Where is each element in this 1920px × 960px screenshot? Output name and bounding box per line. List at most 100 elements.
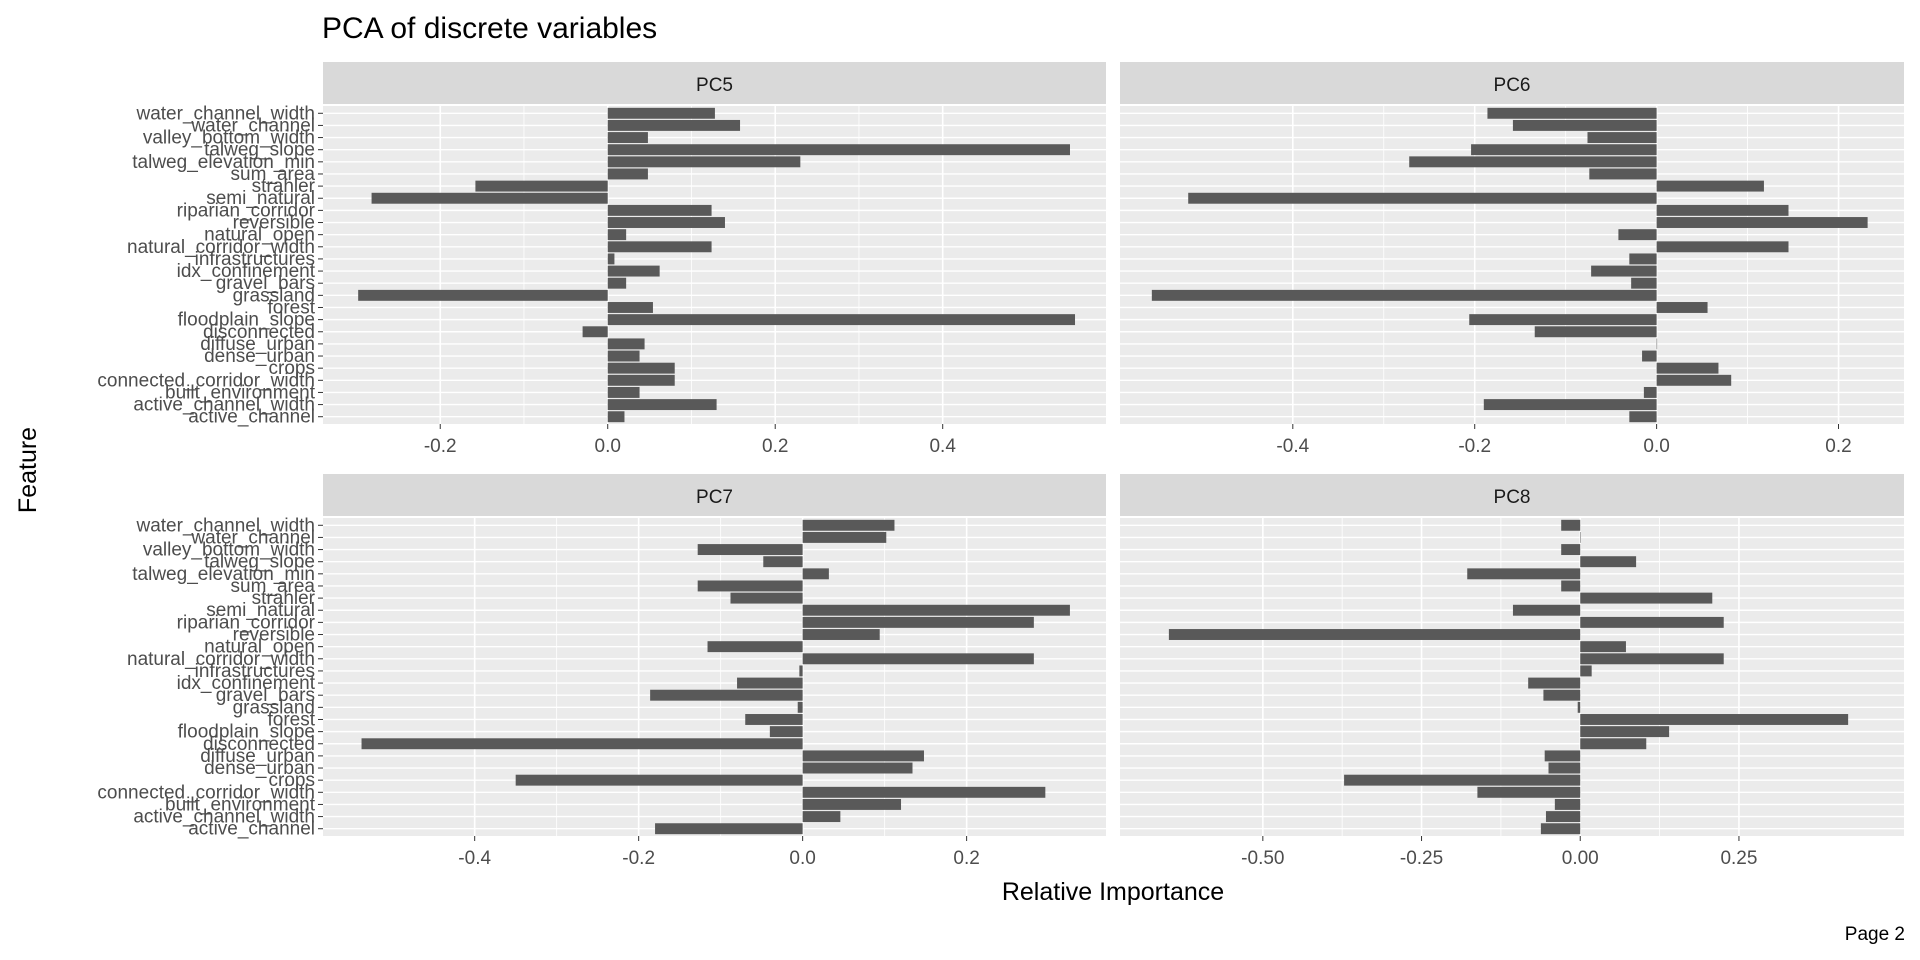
bar-active_channel_width <box>1483 399 1657 411</box>
y-tick-label: connected_corridor_width <box>97 782 315 803</box>
bar-floodplain_slope <box>607 314 1076 326</box>
bar-idx_confinement <box>737 677 803 689</box>
x-tick-label: -0.4 <box>1276 436 1309 457</box>
y-tick-label: reversible <box>233 213 315 234</box>
bar-reversible <box>607 217 725 228</box>
bar-water_channel <box>1512 119 1657 131</box>
bar-forest <box>1580 714 1849 725</box>
y-tick-label: talweg_elevation_min <box>132 152 315 173</box>
y-tick-label: reversible <box>233 625 315 646</box>
y-tick-label: water_channel <box>190 527 315 548</box>
y-tick-label: active_channel <box>188 407 315 428</box>
bar-dense_urban <box>607 350 640 362</box>
y-tick-label: grassland <box>233 285 315 306</box>
panel-pc7: PC7 water_channel_widthwater_channelvalle… <box>97 474 1106 869</box>
y-tick-label: infrastructures <box>195 249 315 270</box>
bar-dense_urban <box>1642 350 1657 362</box>
bar-diffuse_urban <box>802 750 924 762</box>
facet-strip <box>1120 474 1904 516</box>
bar-valley_bottom_width <box>607 132 648 144</box>
bar-floodplain_slope <box>769 726 803 738</box>
bar-riparian_corridor <box>802 616 1034 628</box>
bar-strahler <box>1656 180 1764 192</box>
bar-semi_natural <box>802 604 1070 616</box>
bar-natural_open <box>1618 229 1657 241</box>
y-tick-label: diffuse_urban <box>200 746 315 767</box>
x-tick-label: 0.0 <box>595 436 621 457</box>
y-tick-label: dense_urban <box>204 346 315 367</box>
y-tick-label: dense_urban <box>204 758 315 779</box>
y-tick-label: idx_confinement <box>177 261 316 282</box>
bar-riparian_corridor <box>1580 616 1724 628</box>
y-tick-label: natural_corridor_width <box>127 649 315 670</box>
y-tick-label: riparian_corridor <box>177 200 316 221</box>
facet-panels: PC5water_channel_widthwater_channelvalle… <box>97 62 1904 869</box>
y-tick-label: valley_bottom_width <box>143 128 315 149</box>
bar-grassland <box>358 289 608 301</box>
x-tick-label: 0.2 <box>1825 436 1851 457</box>
y-tick-label: sum_area <box>231 576 316 597</box>
bar-water_channel_width <box>607 107 715 119</box>
bar-valley_bottom_width <box>697 544 803 556</box>
bar-talweg_slope <box>763 556 803 568</box>
facet-strip <box>323 62 1106 104</box>
facet-strip <box>323 474 1106 516</box>
page-caption: Page 2 <box>1845 924 1905 945</box>
bar-gravel_bars <box>607 277 627 289</box>
y-tick-label: talweg_slope <box>204 552 315 573</box>
facet-label: PC6 <box>1494 75 1531 96</box>
bar-built_environment <box>607 386 640 398</box>
bar-reversible <box>1168 629 1581 640</box>
chart-title: PCA of discrete variables <box>322 12 657 45</box>
x-tick-label: 0.0 <box>1643 436 1669 457</box>
bar-forest <box>1656 302 1708 313</box>
bar-sum_area <box>607 168 648 180</box>
y-tick-label: floodplain_slope <box>178 722 315 743</box>
bar-reversible <box>1656 217 1868 228</box>
x-tick-label: -0.2 <box>622 848 655 869</box>
y-tick-label: disconnected <box>203 734 315 755</box>
y-tick-label: active_channel <box>188 819 315 840</box>
facet-label: PC8 <box>1494 487 1531 508</box>
bar-active_channel <box>1629 411 1657 423</box>
bar-crops <box>607 362 675 374</box>
bar-disconnected <box>582 326 608 338</box>
y-tick-label: talweg_slope <box>204 140 315 161</box>
y-tick-label: water_channel <box>190 115 315 136</box>
y-tick-label: forest <box>267 709 315 730</box>
bar-reversible <box>802 629 880 640</box>
bar-diffuse_urban <box>607 338 645 350</box>
bar-talweg_elevation_min <box>1467 568 1581 580</box>
bar-floodplain_slope <box>1469 314 1657 326</box>
bar-grassland <box>1577 701 1581 713</box>
bar-semi_natural <box>1188 192 1657 204</box>
bar-gravel_bars <box>650 689 803 701</box>
bar-connected_corridor_width <box>1656 374 1732 386</box>
y-tick-label: natural_corridor_width <box>127 237 315 258</box>
y-tick-label: connected_corridor_width <box>97 370 315 391</box>
bar-built_environment <box>802 798 902 810</box>
x-tick-label: -0.4 <box>458 848 491 869</box>
bar-floodplain_slope <box>1580 726 1670 738</box>
x-axis-title: Relative Importance <box>1002 878 1224 906</box>
y-tick-label: crops <box>269 358 315 379</box>
y-tick-label: valley_bottom_width <box>143 540 315 561</box>
bar-talweg_elevation_min <box>802 568 829 580</box>
bar-semi_natural <box>1512 604 1581 616</box>
bar-idx_confinement <box>1528 677 1581 689</box>
y-tick-label: diffuse_urban <box>200 334 315 355</box>
bar-disconnected <box>1534 326 1657 338</box>
bar-talweg_elevation_min <box>1409 156 1657 168</box>
bar-talweg_slope <box>1471 144 1657 156</box>
bar-natural_corridor_width <box>1580 653 1724 665</box>
bar-sum_area <box>1589 168 1657 180</box>
y-tick-label: active_channel_width <box>133 807 315 828</box>
bar-active_channel <box>655 823 803 835</box>
y-tick-label: infrastructures <box>195 661 315 682</box>
bar-strahler <box>475 180 608 192</box>
bar-natural_corridor_width <box>1656 241 1789 253</box>
bar-talweg_slope <box>1580 556 1637 568</box>
bar-natural_corridor_width <box>607 241 712 253</box>
x-tick-label: 0.2 <box>762 436 788 457</box>
